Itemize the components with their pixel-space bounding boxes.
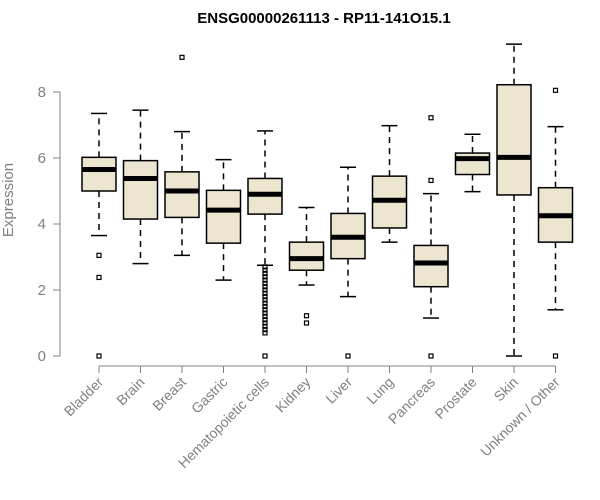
- outlier-point: [345, 353, 351, 359]
- boxes-group: [81, 43, 574, 359]
- outlier-point: [262, 310, 268, 316]
- iqr-box: [413, 244, 449, 288]
- box-hematopoietic-cells: [247, 130, 283, 359]
- outlier-point: [262, 353, 268, 359]
- box-skin: [496, 43, 532, 357]
- x-tick-label: Brain: [113, 374, 147, 408]
- y-tick-label: 6: [38, 150, 46, 167]
- y-tick-label: 2: [38, 282, 46, 299]
- x-tick-label: Kidney: [272, 374, 314, 416]
- outlier-point: [552, 87, 559, 93]
- outlier-point: [262, 327, 268, 333]
- outlier-point: [303, 320, 310, 326]
- axes: 0 2 4 6 8: [38, 84, 556, 373]
- outlier-point: [262, 313, 268, 319]
- x-tick-label: Prostate: [431, 374, 479, 422]
- iqr-box: [205, 189, 242, 244]
- outlier-point: [262, 284, 268, 290]
- outlier-point: [428, 115, 434, 121]
- outlier-point: [262, 300, 268, 306]
- outlier-point: [428, 353, 434, 359]
- outlier-point: [262, 307, 268, 313]
- box-breast: [164, 54, 200, 257]
- x-tick-label: Bladder: [61, 374, 107, 420]
- outlier-point: [262, 287, 268, 293]
- outlier-point: [303, 313, 310, 319]
- y-tick-label: 8: [38, 84, 46, 101]
- chart-title: ENSG00000261113 - RP11-141O15.1: [197, 10, 451, 27]
- x-tick-label: Breast: [149, 374, 189, 414]
- box-pancreas: [413, 115, 449, 359]
- box-bladder: [81, 112, 117, 359]
- outlier-point: [262, 330, 268, 336]
- outlier-point: [552, 353, 559, 359]
- y-axis-label: Expression: [0, 163, 17, 237]
- outlier-point: [262, 274, 268, 280]
- box-prostate: [454, 133, 491, 193]
- outlier-point: [96, 353, 102, 359]
- y-tick-label: 4: [38, 216, 46, 233]
- box-lung: [371, 124, 408, 243]
- outlier-point: [262, 280, 268, 286]
- iqr-box: [122, 159, 159, 220]
- y-tick-label: 0: [38, 348, 46, 365]
- outlier-point: [179, 54, 185, 60]
- outlier-point: [262, 320, 268, 326]
- x-tick-label: Skin: [491, 374, 522, 405]
- outlier-point: [262, 294, 268, 300]
- x-tick-label: Unknown / Other: [477, 374, 563, 460]
- outlier-point: [262, 297, 268, 303]
- outlier-point: [262, 290, 268, 296]
- iqr-box: [81, 156, 117, 192]
- iqr-box: [496, 83, 532, 196]
- box-kidney: [288, 206, 325, 326]
- outlier-point: [262, 277, 268, 283]
- box-liver: [330, 166, 366, 359]
- outlier-point: [96, 252, 102, 258]
- outlier-point: [428, 177, 434, 184]
- box-brain: [122, 109, 159, 265]
- outlier-point: [262, 303, 268, 310]
- x-tick-label: Lung: [363, 374, 396, 407]
- outlier-point: [262, 270, 268, 277]
- outlier-point: [262, 317, 268, 323]
- outlier-point: [262, 264, 268, 270]
- iqr-box: [164, 171, 200, 219]
- box-unknown-other: [537, 87, 574, 359]
- outlier-point: [262, 267, 268, 273]
- outlier-point: [262, 323, 268, 329]
- box-gastric: [205, 158, 242, 281]
- x-tick-label: Liver: [322, 374, 355, 407]
- outlier-point: [96, 274, 102, 281]
